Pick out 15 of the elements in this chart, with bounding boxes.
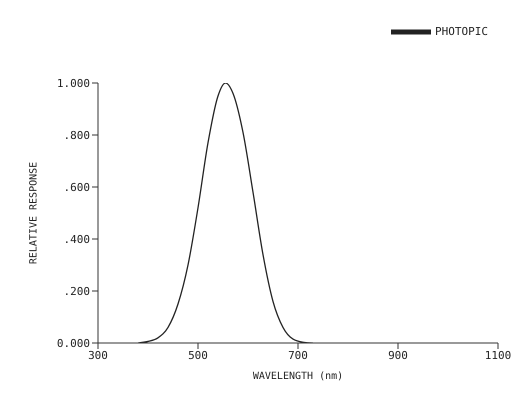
y-tick-label: 1.000	[56, 76, 90, 90]
y-tick-label: .600	[64, 180, 90, 194]
x-tick-label: 300	[88, 348, 108, 362]
y-axis-title: RELATIVE RESPONSE	[28, 162, 40, 264]
x-tick-label: 700	[288, 348, 308, 362]
y-tick-label: .200	[64, 284, 90, 298]
y-tick-label: 0.000	[56, 336, 90, 350]
x-tick-label: 500	[188, 348, 208, 362]
legend-label: PHOTOPIC	[435, 25, 488, 38]
line-series	[137, 83, 314, 343]
x-tick-label: 900	[388, 348, 408, 362]
x-tick-label: 1100	[484, 348, 512, 362]
x-axis-title: WAVELENGTH (nm)	[252, 371, 344, 382]
y-tick-label: .400	[64, 232, 90, 246]
y-tick-label: .800	[64, 128, 90, 142]
